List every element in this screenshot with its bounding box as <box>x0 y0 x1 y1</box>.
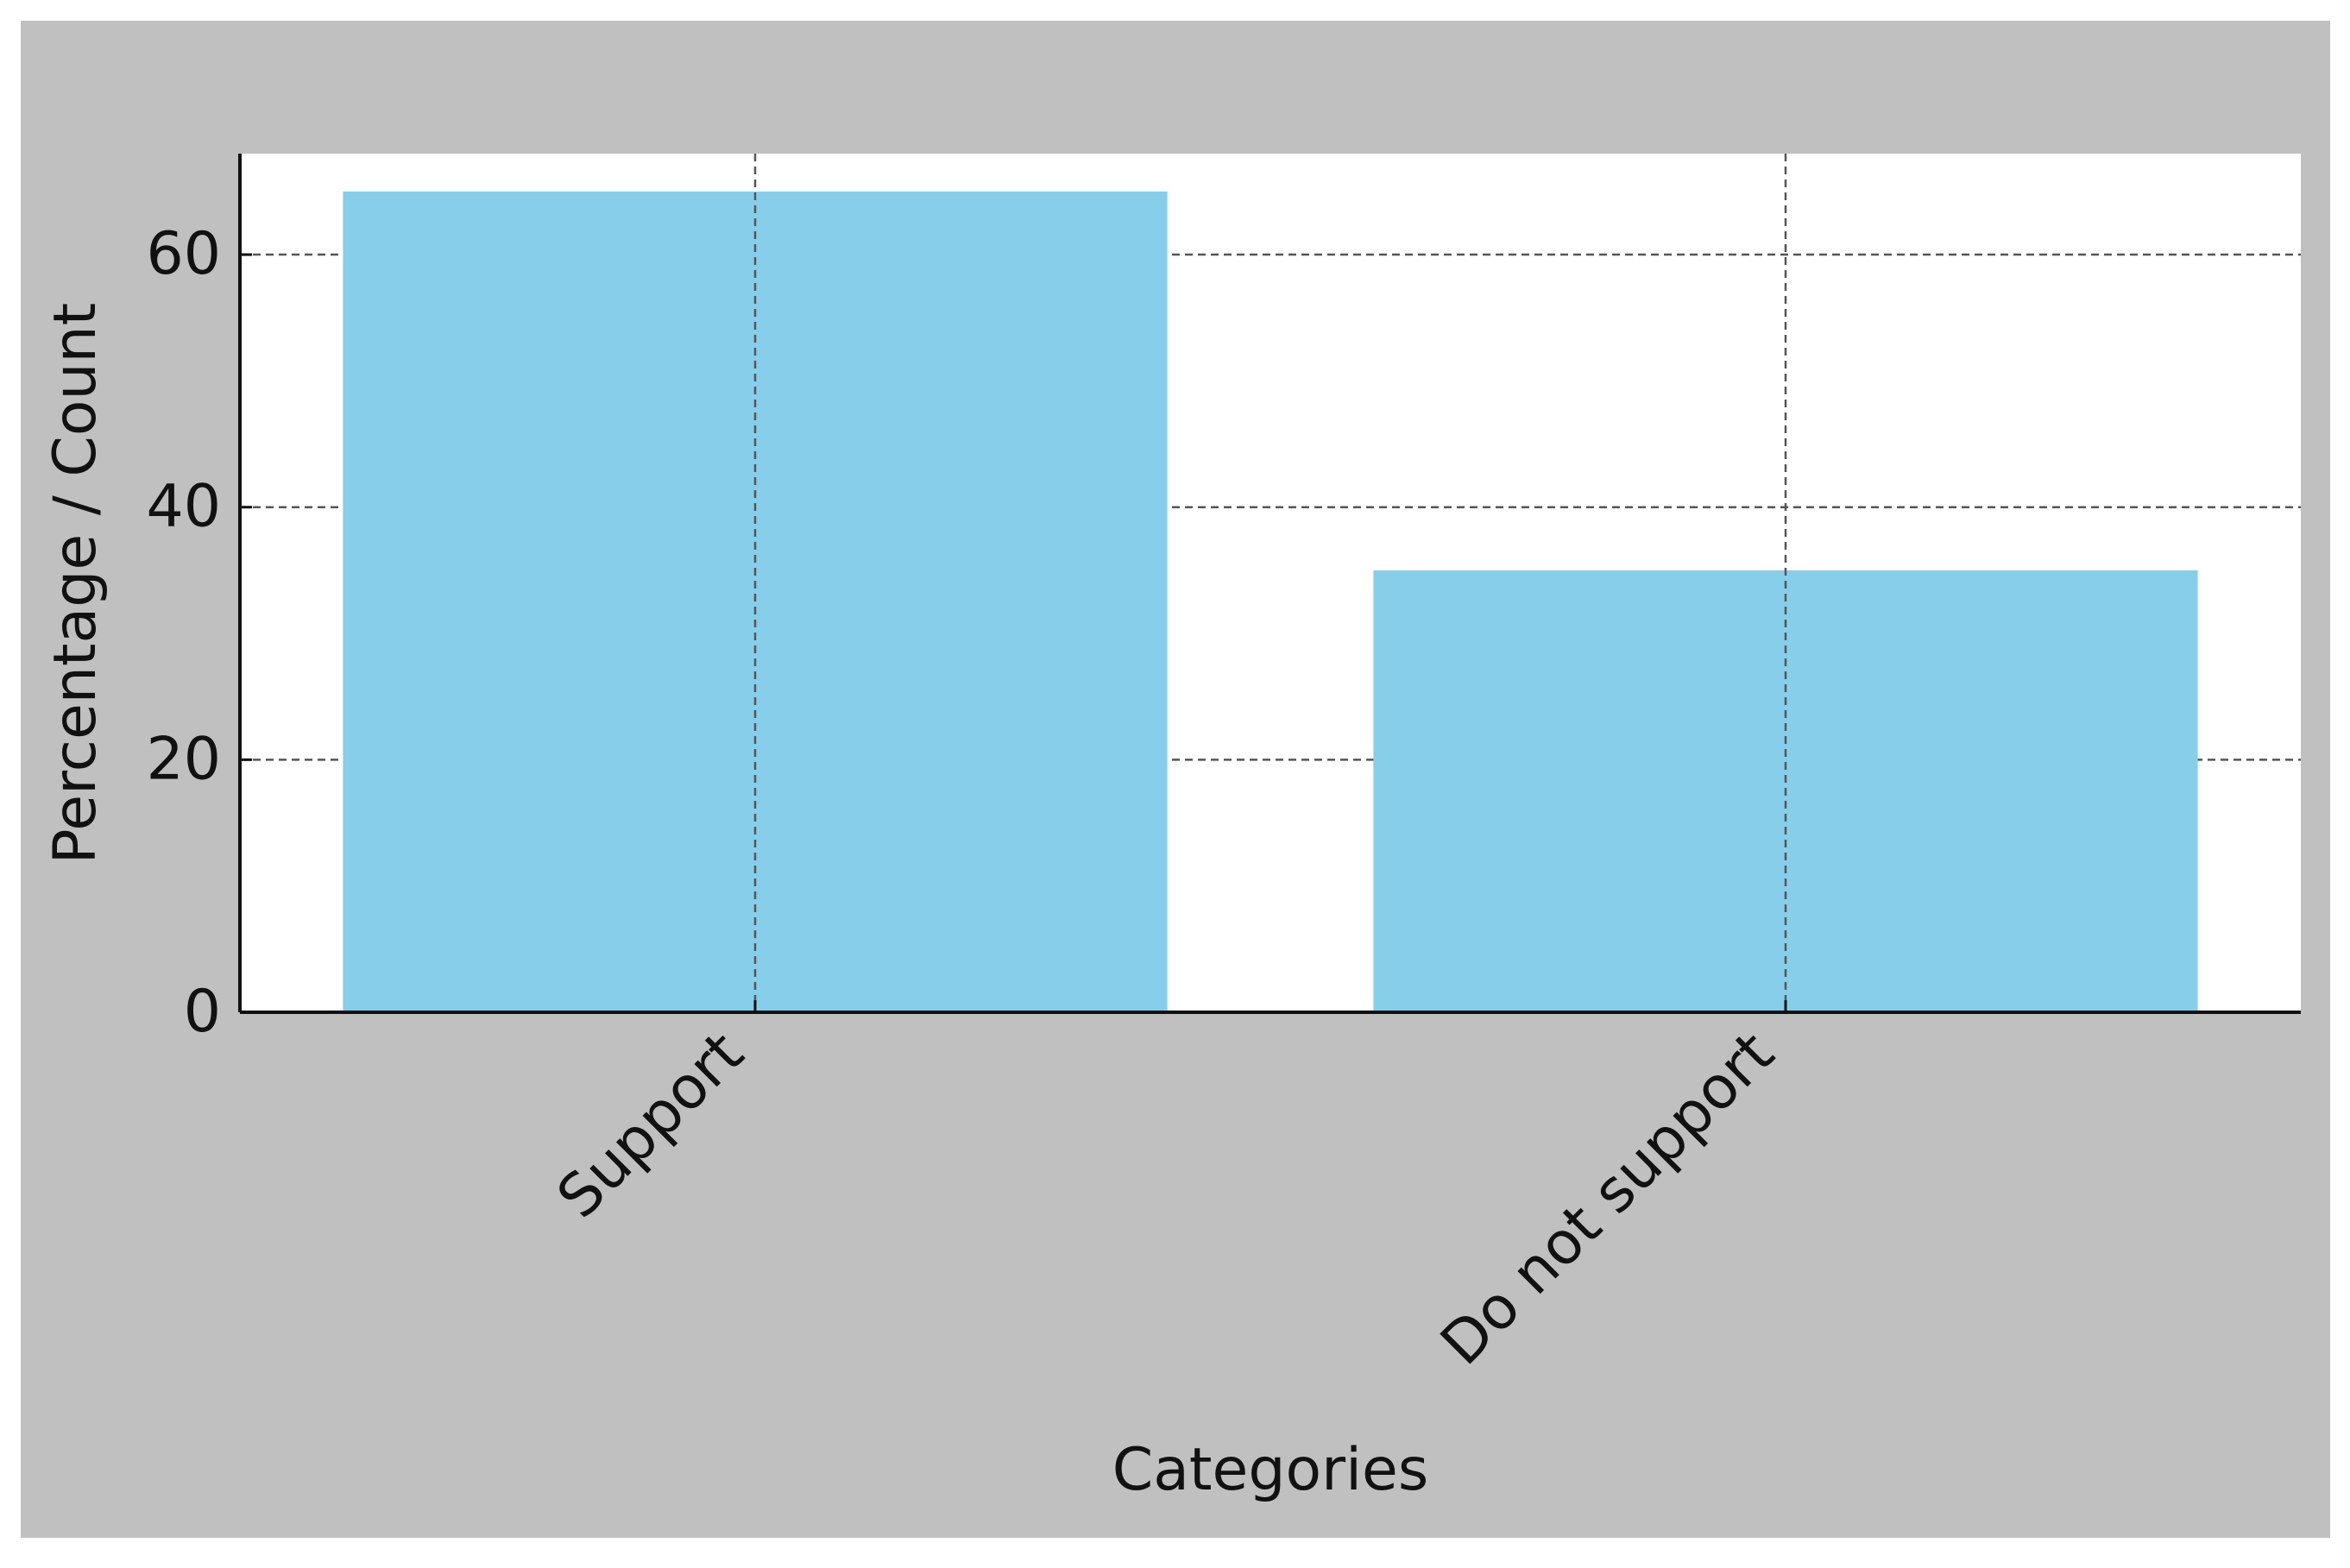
axes <box>238 154 2301 1014</box>
y-tick-label: 0 <box>184 978 221 1046</box>
y-tick-label: 20 <box>146 725 221 793</box>
x-axis-label: Categories <box>1112 1436 1429 1504</box>
y-axis-label: Percentage / Count <box>41 303 110 865</box>
y-tick-label: 60 <box>146 220 221 288</box>
vertical-grid-lines <box>753 154 1787 1012</box>
y-tick-label: 40 <box>146 473 221 541</box>
